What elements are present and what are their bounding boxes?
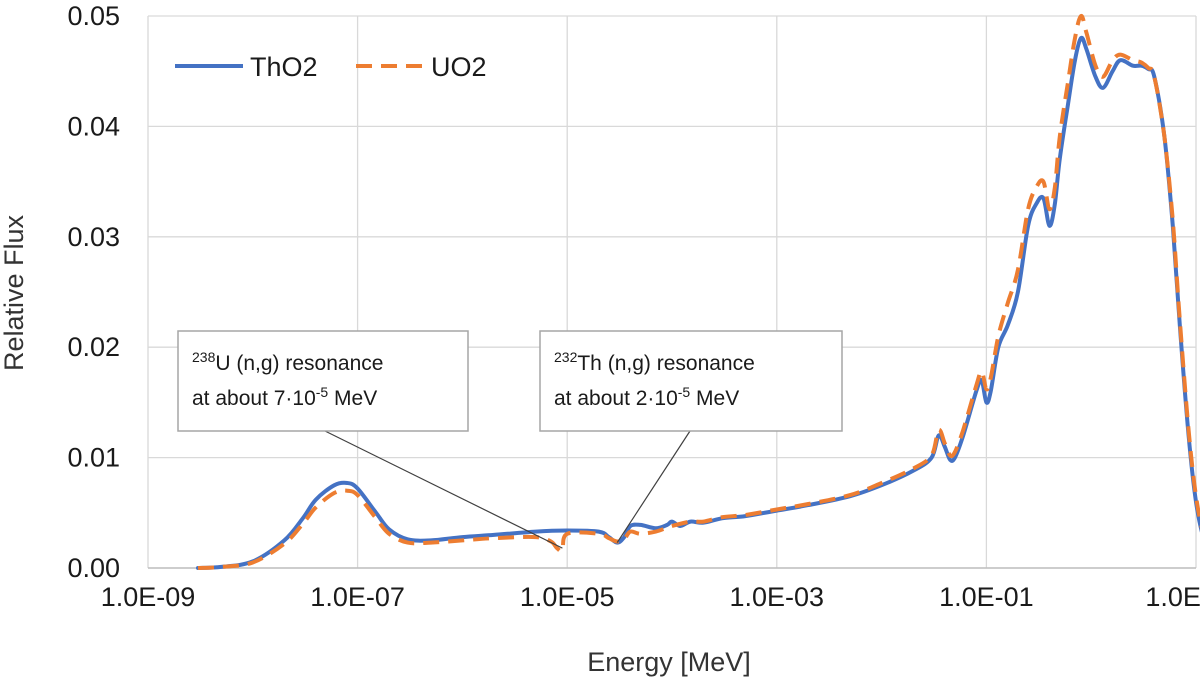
annotation-leader-line xyxy=(616,430,691,543)
annotation-box xyxy=(539,330,843,432)
x-tick-label: 1.0E-09 xyxy=(101,582,196,612)
y-tick-label: 0.04 xyxy=(67,111,120,141)
legend: ThO2 UO2 xyxy=(175,52,487,82)
annotation-line-2: at about 2·10-5 MeV xyxy=(554,384,739,410)
x-tick-label: 1.0E-01 xyxy=(939,582,1034,612)
grid xyxy=(147,15,1197,569)
legend-label-uo2: UO2 xyxy=(431,52,487,82)
x-axis-title: Energy [MeV] xyxy=(587,647,751,677)
x-tick-label: 1.0E-05 xyxy=(520,582,615,612)
y-tick-label: 0.05 xyxy=(67,1,120,31)
legend-label-tho2: ThO2 xyxy=(250,52,318,82)
y-tick-label: 0.02 xyxy=(67,332,120,362)
y-axis-ticks: 0.00 0.01 0.02 0.03 0.04 0.05 xyxy=(67,1,120,583)
annotations: 238U (n,g) resonance at about 7·10-5 MeV 2… xyxy=(177,330,843,549)
x-tick-label: 1.0E-03 xyxy=(730,582,825,612)
annotation-line-1: 232Th (n,g) resonance xyxy=(554,349,755,375)
y-axis-title: Relative Flux xyxy=(0,214,29,371)
y-tick-label: 0.00 xyxy=(67,553,120,583)
annotation-leader-line xyxy=(324,430,563,549)
x-axis-ticks: 1.0E-09 1.0E-07 1.0E-05 1.0E-03 1.0E-01 1.0E+… xyxy=(101,582,1200,612)
series-line-tho2 xyxy=(196,35,1200,570)
x-tick-label: 1.0E+01 xyxy=(1145,582,1200,612)
y-tick-label: 0.01 xyxy=(67,443,120,473)
annotation-box xyxy=(177,330,469,432)
y-tick-label: 0.03 xyxy=(67,222,120,252)
series-line-uo2 xyxy=(197,14,1200,570)
series-layer xyxy=(196,14,1200,570)
x-tick-label: 1.0E-07 xyxy=(310,582,405,612)
annotation-line-1: 238U (n,g) resonance xyxy=(192,349,383,375)
annotation-line-2: at about 7·10-5 MeV xyxy=(192,384,377,410)
